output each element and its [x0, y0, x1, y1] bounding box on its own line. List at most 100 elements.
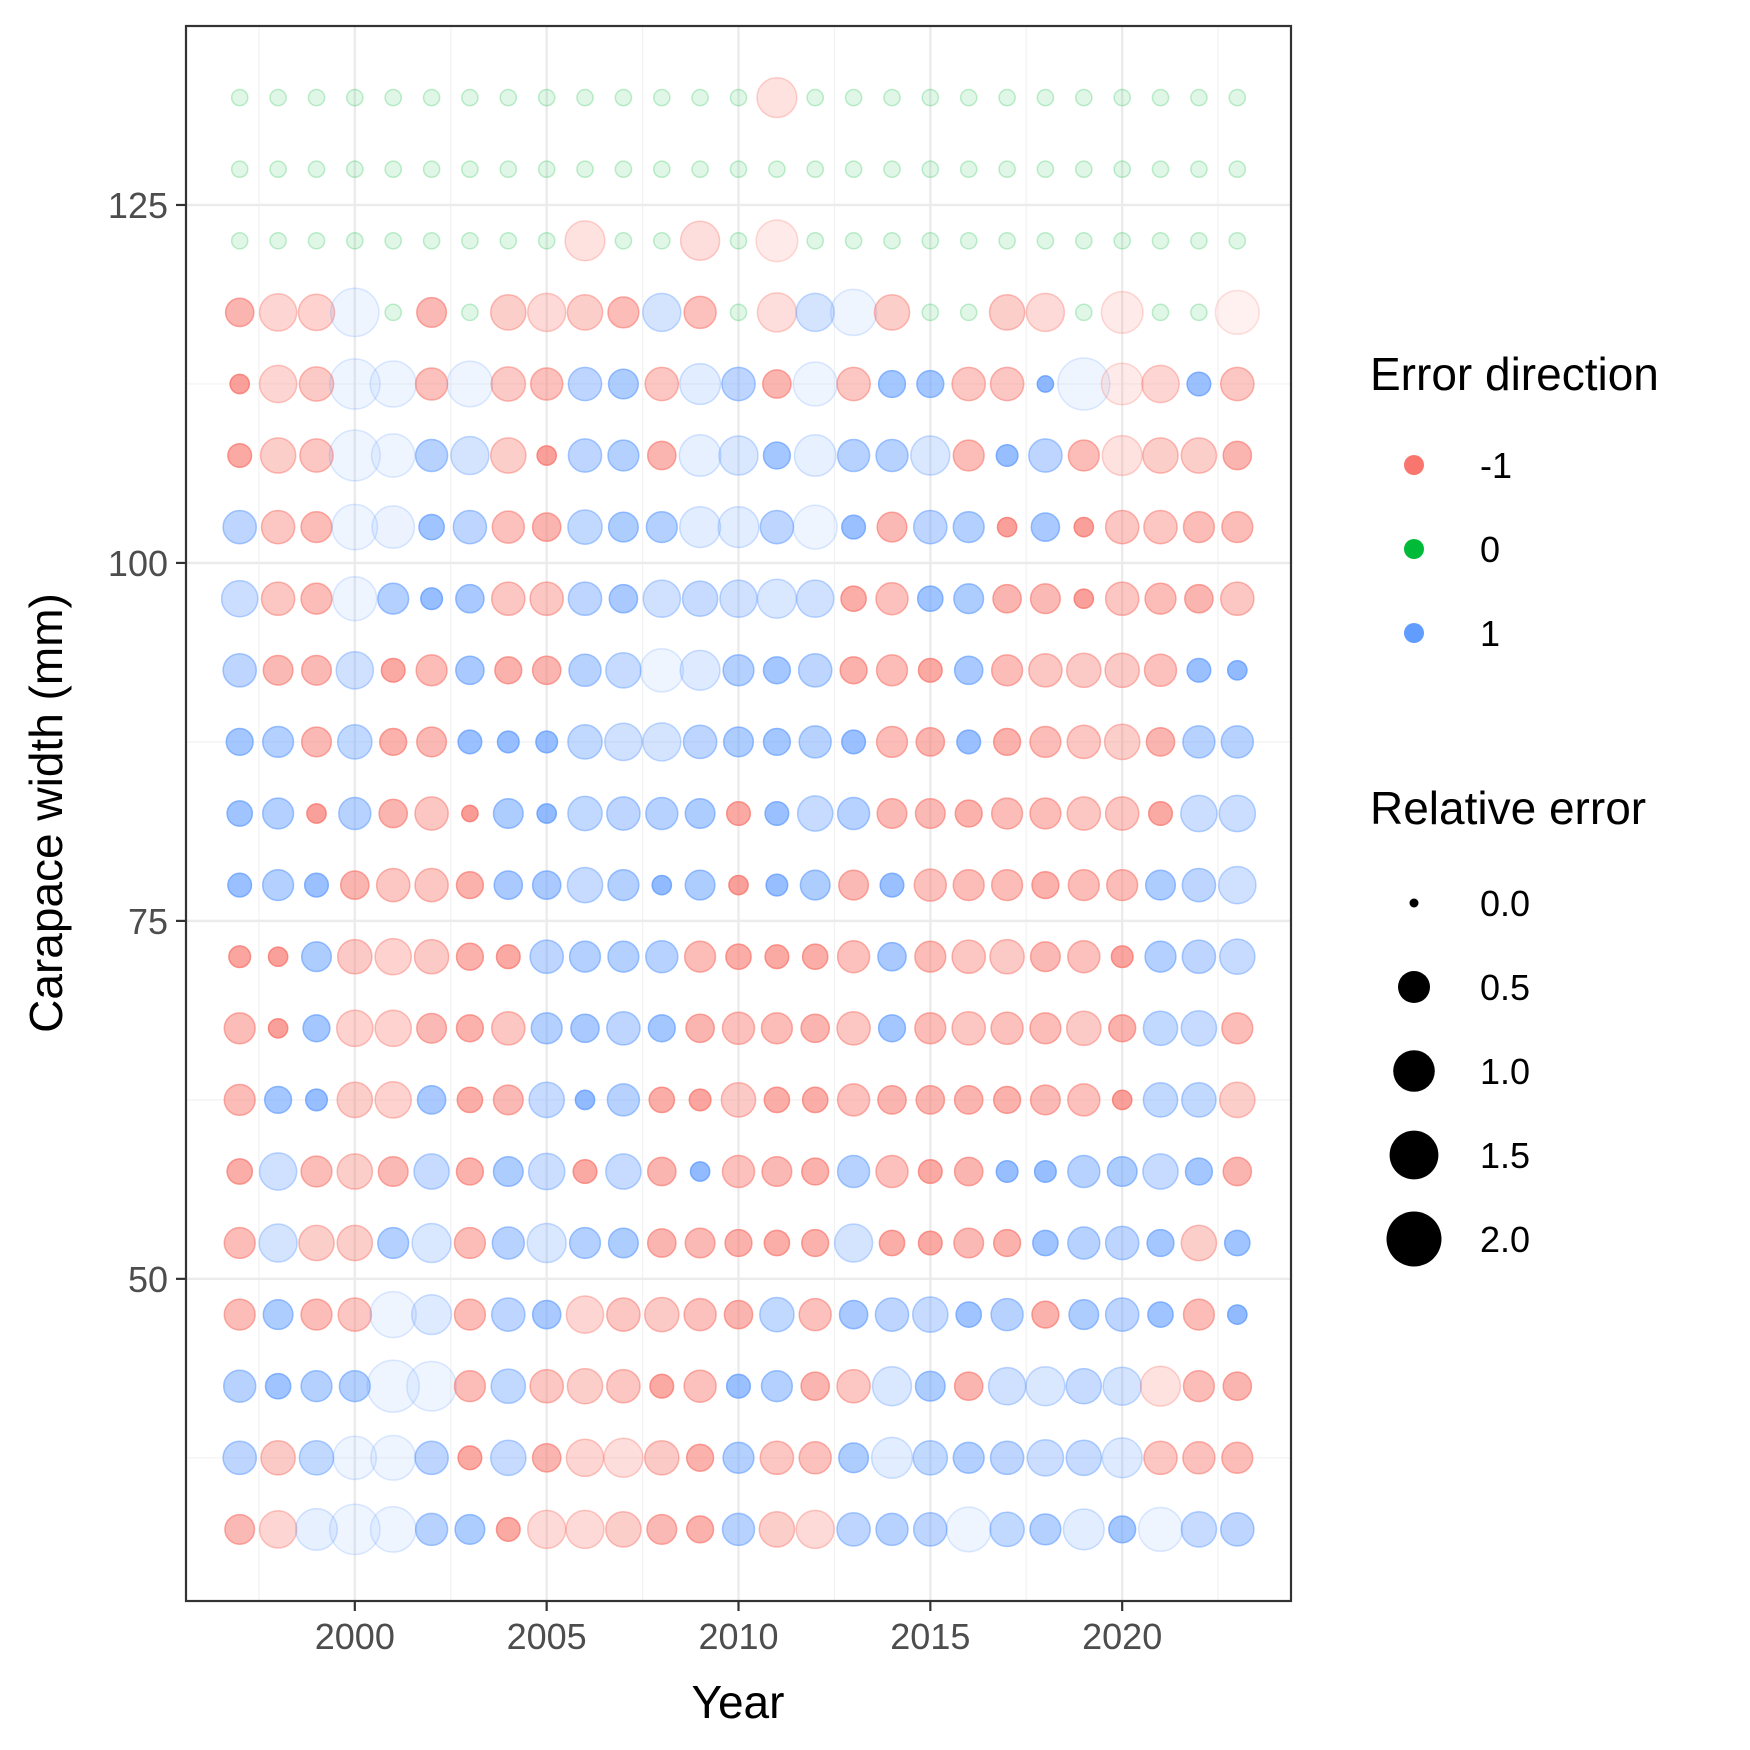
data-point	[836, 796, 871, 831]
data-point	[607, 439, 640, 472]
data-point	[345, 88, 364, 107]
data-point	[841, 729, 867, 755]
data-point	[649, 1373, 675, 1399]
data-point	[642, 292, 682, 333]
data-point	[762, 727, 792, 757]
data-point	[369, 1290, 417, 1339]
data-point	[756, 292, 798, 333]
data-point	[378, 798, 409, 829]
data-point	[875, 654, 909, 687]
data-point	[1180, 437, 1218, 474]
data-point	[567, 366, 603, 402]
data-point	[1180, 1009, 1218, 1047]
data-point	[608, 583, 639, 614]
data-point	[840, 585, 867, 613]
data-point	[366, 1359, 420, 1413]
data-point	[225, 727, 254, 757]
data-point	[369, 360, 417, 408]
data-point	[1106, 1155, 1138, 1188]
data-point	[414, 367, 449, 401]
data-point	[267, 1017, 289, 1039]
data-point	[567, 509, 603, 545]
data-point	[377, 1155, 409, 1188]
data-point	[260, 581, 296, 617]
data-point	[678, 362, 722, 406]
data-point	[883, 88, 901, 107]
data-point	[531, 870, 562, 900]
data-point	[566, 866, 604, 904]
data-point	[222, 509, 258, 545]
data-point	[413, 1153, 450, 1190]
data-point	[683, 940, 717, 973]
data-point	[760, 1370, 794, 1403]
data-point	[921, 231, 940, 250]
data-point	[529, 939, 565, 975]
data-point	[683, 1369, 717, 1403]
data-point	[723, 1299, 754, 1330]
data-point	[370, 1434, 417, 1481]
data-point	[1190, 88, 1208, 107]
legend-size-key	[1386, 1211, 1442, 1267]
data-point	[762, 656, 792, 685]
data-point	[531, 512, 562, 542]
data-point	[873, 294, 911, 331]
data-point	[607, 868, 640, 902]
legend-size-title: Relative error	[1370, 782, 1646, 834]
data-point	[606, 1297, 641, 1332]
data-point	[953, 655, 984, 686]
data-point	[531, 1299, 562, 1330]
data-point	[603, 1437, 644, 1479]
data-point	[1074, 160, 1093, 179]
data-point	[1029, 1513, 1062, 1546]
data-point	[912, 509, 948, 545]
data-point	[565, 1509, 605, 1550]
data-point	[495, 944, 521, 970]
data-point	[614, 231, 633, 250]
data-point	[996, 516, 1018, 538]
data-point	[606, 796, 641, 831]
data-point	[294, 1507, 339, 1551]
data-point	[422, 88, 441, 107]
data-point	[564, 220, 606, 262]
data-point	[490, 1297, 526, 1332]
data-point	[914, 940, 947, 973]
data-point	[1104, 1297, 1140, 1332]
data-point	[1073, 516, 1095, 538]
data-point	[220, 579, 259, 618]
data-point	[956, 729, 982, 755]
data-point	[801, 1157, 830, 1186]
data-point	[725, 943, 752, 971]
legend-color-key	[1404, 623, 1424, 643]
data-point	[1103, 723, 1141, 761]
data-point	[370, 433, 416, 478]
data-point	[952, 868, 985, 902]
data-point	[1025, 1365, 1066, 1407]
data-point	[1110, 945, 1134, 969]
data-point	[1029, 583, 1061, 615]
data-point	[262, 654, 294, 686]
data-point	[267, 946, 289, 968]
data-point	[489, 1439, 527, 1477]
data-point	[1143, 509, 1178, 545]
data-point	[526, 292, 567, 333]
data-point	[1104, 796, 1140, 831]
legend-size-label: 0.0	[1480, 883, 1530, 924]
data-point	[998, 88, 1016, 107]
data-point	[684, 869, 716, 901]
data-point	[229, 373, 251, 395]
data-points	[220, 76, 1260, 1556]
data-point	[1184, 1157, 1214, 1186]
data-point	[406, 1360, 458, 1412]
legend-size-key	[1389, 1130, 1439, 1180]
legend-size-key	[1409, 898, 1419, 908]
data-point	[1036, 375, 1055, 393]
data-point	[952, 510, 985, 544]
data-point	[841, 514, 867, 540]
data-point	[914, 1370, 946, 1402]
data-point	[1217, 865, 1257, 905]
data-point	[537, 231, 556, 250]
data-point	[1108, 1515, 1137, 1544]
data-point	[418, 513, 445, 541]
data-point	[223, 1012, 256, 1045]
data-point	[1104, 581, 1140, 617]
